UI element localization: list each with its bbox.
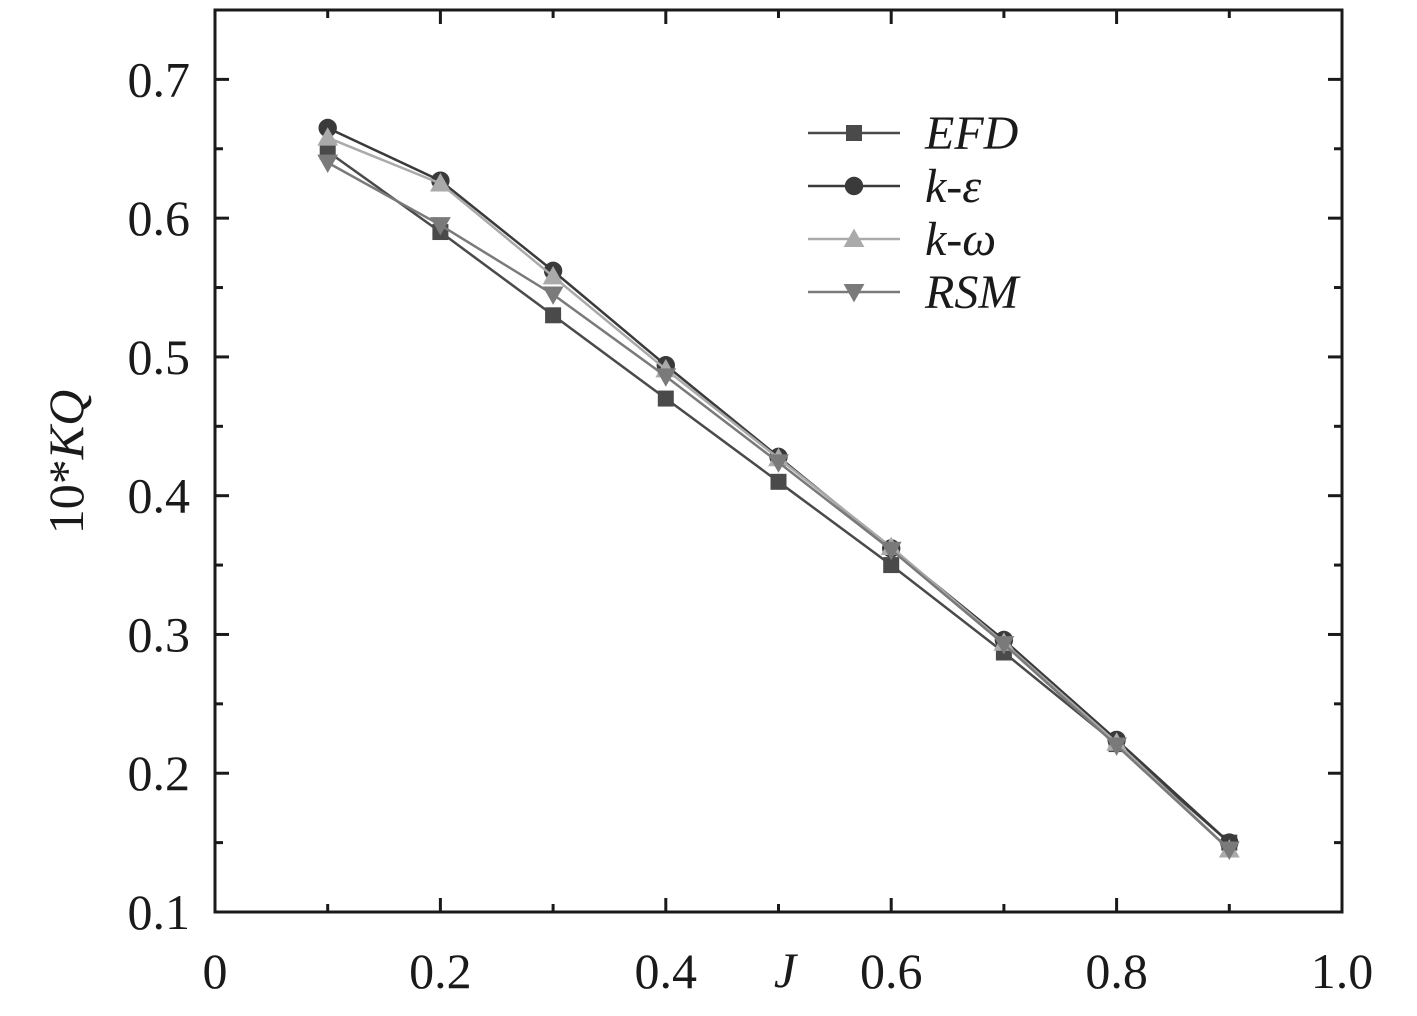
series-2 [317,127,1240,858]
data-point [317,154,339,174]
y-tick-labels: 0.1 0.2 0.3 0.4 0.5 0.6 0.7 [128,51,191,940]
y-axis-title-var: KQ [38,390,94,460]
data-point [1218,841,1240,860]
y-axis-title-prefix: 10* [38,459,94,534]
series-group [317,118,1240,860]
data-point [542,266,564,285]
legend-marker [844,176,864,196]
x-tick-label: 0.8 [1085,943,1148,999]
x-tick-label: 0.2 [409,943,472,999]
data-point [880,541,902,561]
series-line [326,150,1231,844]
y-axis-title: 10*KQ [38,390,94,534]
y-tick-label: 0.7 [128,51,191,107]
data-point [883,557,900,574]
data-point [655,368,677,387]
legend-marker [846,125,862,141]
y-tick-label: 0.4 [128,468,191,524]
data-point [430,173,451,192]
legend-marker [843,284,865,303]
y-tick-label: 0.1 [128,884,191,940]
series-0 [319,143,1238,851]
y-tick-label: 0.6 [128,190,191,246]
legend-label: RSM [924,266,1021,319]
legend-marker [843,228,865,247]
data-point [430,217,451,236]
data-point [657,390,674,407]
data-point [545,307,562,324]
data-point [993,636,1015,655]
data-point [770,473,787,490]
y-tick-label: 0.3 [128,606,191,662]
data-point [768,454,789,473]
x-axis-title: J [774,942,799,998]
x-tick-label: 0.4 [635,943,698,999]
x-tick-label: 0 [203,943,228,999]
y-tick-label: 0.5 [128,329,191,385]
x-tick-label: 0.6 [860,943,923,999]
data-point [542,286,564,305]
series-line [327,136,1231,851]
x-tick-label: 1.0 [1311,943,1374,999]
data-point [1106,737,1127,756]
legend-label: k-ω [925,213,996,266]
legend-label: EFD [924,107,1018,160]
series-3 [317,154,1240,860]
y-tick-label: 0.2 [128,745,191,801]
x-tick-labels: 0 0.2 0.4 0.6 0.8 1.0 [203,943,1374,999]
data-point [317,127,339,146]
axis-ticks [213,10,1344,914]
legend-label: k-ε [925,160,981,213]
series-line [327,161,1231,851]
